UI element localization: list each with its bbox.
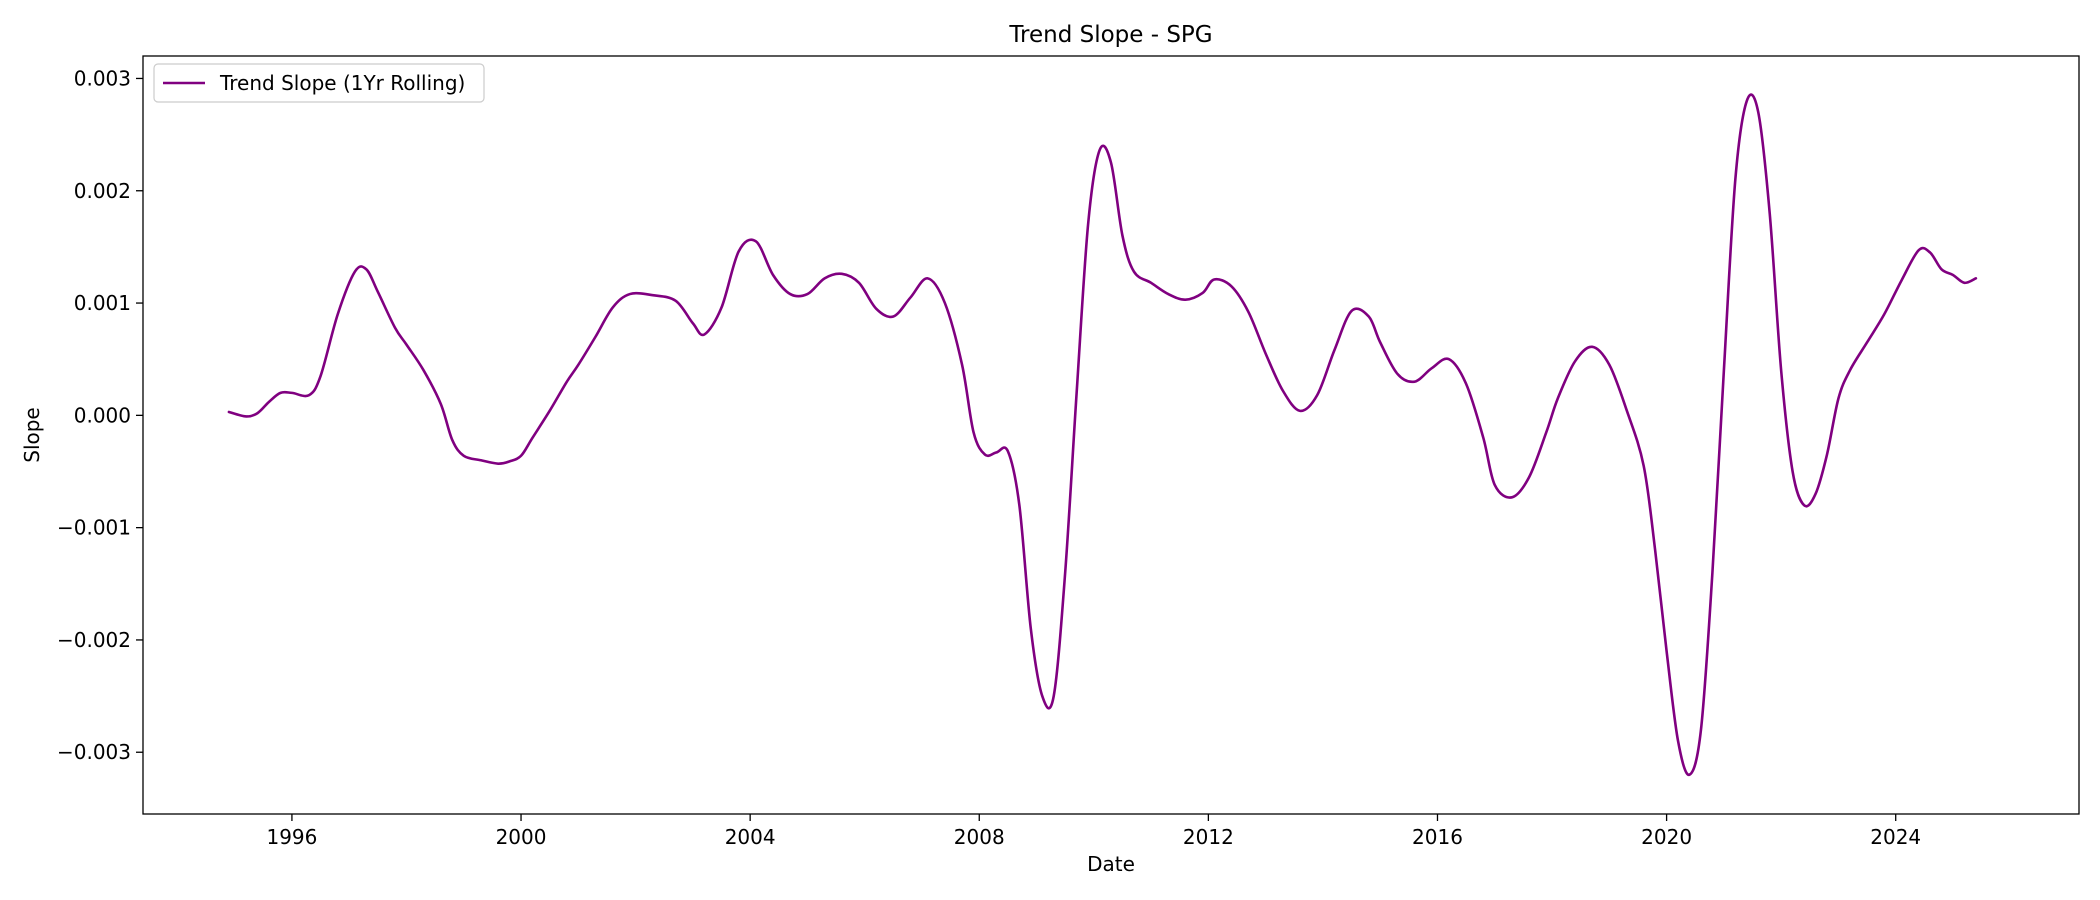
x-tick-label: 2020	[1641, 825, 1692, 849]
y-tick-label: 0.003	[74, 66, 131, 90]
plot-area	[142, 55, 2080, 815]
plot-frame	[142, 55, 2080, 815]
legend-box	[153, 63, 485, 103]
x-tick-label: 2000	[496, 825, 547, 849]
y-axis-label: Slope	[20, 407, 44, 463]
y-tick-label: 0.002	[74, 179, 131, 203]
x-axis-label: Date	[1087, 852, 1135, 876]
legend: Trend Slope (1Yr Rolling)	[153, 63, 485, 103]
y-axis: 0.003 0.002 0.001 0.000 −0.001 −0.002 −0.003	[57, 66, 143, 764]
x-tick-label: 2024	[1870, 825, 1921, 849]
x-axis: 1996 2000 2004 2008 2012 2016 2020 2024	[266, 814, 1921, 849]
series-layer	[227, 93, 1978, 777]
x-tick-label: 2008	[954, 825, 1005, 849]
x-tick-label: 2004	[725, 825, 776, 849]
y-tick-label: −0.003	[57, 740, 131, 764]
x-tick-label: 1996	[266, 825, 317, 849]
y-tick-label: 0.000	[74, 403, 131, 427]
x-tick-label: 2016	[1412, 825, 1463, 849]
y-tick-label: −0.002	[57, 628, 131, 652]
series-line-trend-slope	[227, 93, 1978, 777]
y-tick-label: −0.001	[57, 516, 131, 540]
legend-entry-label: Trend Slope (1Yr Rolling)	[219, 71, 465, 95]
x-tick-label: 2012	[1183, 825, 1234, 849]
y-tick-label: 0.001	[74, 291, 131, 315]
chart-title: Trend Slope - SPG	[1008, 22, 1212, 48]
